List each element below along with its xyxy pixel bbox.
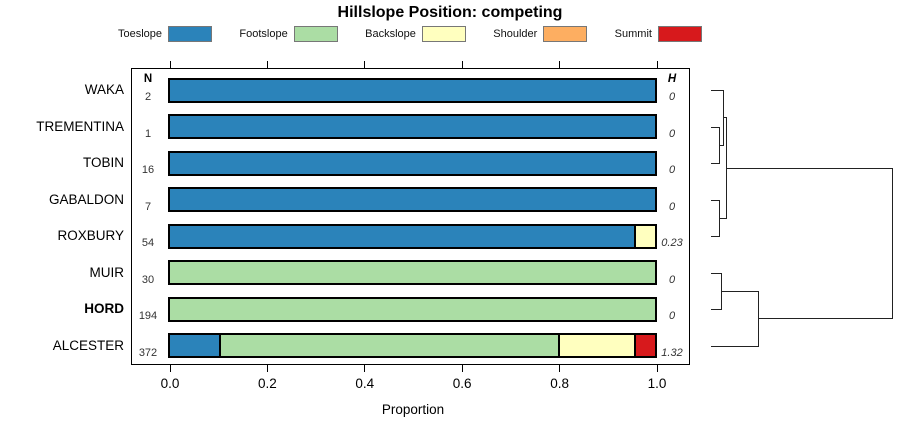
row-label: GABALDON	[48, 191, 124, 207]
bar-segment	[220, 335, 561, 356]
stacked-bar	[168, 223, 657, 249]
legend-item: Summit	[615, 26, 702, 42]
h-column-header: H	[667, 73, 677, 85]
axis-tick-top	[364, 61, 366, 68]
dendrogram-line	[725, 167, 892, 169]
dendrogram-line	[719, 217, 726, 219]
bar-segment	[170, 189, 655, 210]
h-value: 0	[668, 200, 676, 213]
n-value: 30	[141, 273, 155, 286]
bar-segment	[635, 225, 655, 247]
legend-color-swatch	[293, 26, 338, 42]
row-label: WAKA	[84, 82, 124, 97]
axis-tick-label: 0.8	[550, 376, 569, 391]
axis-tick-top	[656, 61, 658, 68]
n-value: 54	[141, 237, 155, 249]
h-value: 0	[668, 127, 676, 140]
axis-tick-top	[559, 61, 561, 68]
row-label: TREMENTINA	[36, 118, 124, 134]
axis-tick-label: 0.0	[160, 376, 180, 391]
stacked-bar	[168, 333, 657, 358]
dendrogram-line	[711, 236, 719, 237]
axis-tick-bottom	[266, 365, 268, 372]
bar-segment	[170, 335, 221, 356]
n-value: 194	[138, 310, 158, 322]
bar-segment	[170, 262, 655, 283]
legend-item: Toeslope	[118, 26, 213, 42]
axis-tick-label: 0.6	[452, 376, 472, 391]
bar-segment	[635, 335, 655, 356]
h-value: 0	[668, 310, 676, 322]
legend-color-swatch	[168, 26, 213, 42]
legend-item-label: Toeslope	[118, 28, 163, 40]
legend-item: Shoulder	[493, 26, 588, 42]
legend-item-label: Shoulder	[493, 28, 538, 40]
dendrogram-line	[711, 163, 719, 164]
axis-tick-top	[266, 61, 268, 68]
dendrogram-line	[758, 318, 892, 320]
n-value: 1	[144, 127, 152, 140]
axis-tick-bottom	[169, 365, 171, 372]
axis-tick-top	[169, 61, 171, 68]
stacked-bar	[168, 187, 657, 212]
dendrogram-line	[711, 126, 719, 128]
stacked-bar	[168, 296, 657, 322]
axis-tick-label: 0.4	[355, 376, 375, 391]
stacked-bar	[168, 114, 657, 139]
axis-tick-bottom	[559, 365, 561, 372]
bar-segment	[170, 116, 655, 137]
dendrogram-line	[723, 117, 726, 119]
n-value: 372	[138, 346, 158, 359]
dendrogram-line	[719, 144, 723, 146]
dendrogram-line	[711, 309, 721, 310]
dendrogram-line	[892, 167, 893, 320]
bar-segment	[560, 335, 636, 356]
axis-tick-bottom	[656, 365, 658, 372]
legend-item-label: Summit	[614, 28, 652, 40]
bar-segment	[170, 152, 655, 174]
axis-tick-label: 0.2	[258, 376, 277, 391]
stacked-bar	[168, 77, 657, 103]
axis-tick-bottom	[461, 365, 463, 372]
dendrogram-line	[711, 90, 723, 91]
n-value: 7	[144, 200, 152, 213]
stacked-bar	[168, 150, 657, 176]
row-label: TOBIN	[82, 155, 124, 170]
legend-item-label: Footslope	[239, 28, 288, 40]
bar-segment	[170, 298, 655, 320]
x-axis-title: Proportion	[381, 402, 445, 417]
chart-title: Hillslope Position: competing	[337, 4, 563, 21]
n-column-header: N	[143, 73, 153, 85]
legend-item-label: Backslope	[365, 28, 416, 40]
bar-segment	[170, 79, 655, 101]
h-value: 0	[668, 164, 676, 176]
legend-color-swatch	[657, 26, 702, 42]
row-label: ALCESTER	[52, 337, 124, 353]
h-value: 1.32	[661, 346, 683, 359]
n-value: 16	[141, 164, 155, 176]
h-value: 0	[668, 273, 676, 286]
legend-color-swatch	[543, 26, 588, 42]
legend-item: Footslope	[239, 26, 338, 42]
h-value: 0.23	[661, 237, 683, 249]
dendrogram-line	[711, 272, 721, 274]
dendrogram-line	[711, 199, 719, 201]
axis-tick-bottom	[364, 365, 366, 372]
n-value: 2	[144, 91, 152, 103]
row-label: HORD	[84, 301, 124, 316]
axis-tick-label: 1.0	[647, 376, 667, 391]
row-label: MUIR	[89, 264, 125, 280]
legend: Toeslope Footslope Backslope Shoulder Summit	[118, 25, 702, 43]
row-label: ROXBURY	[57, 228, 124, 243]
axis-tick-top	[461, 61, 463, 68]
dendrogram-line	[711, 345, 758, 347]
bar-segment	[170, 225, 636, 247]
dendrogram-line	[721, 290, 758, 292]
h-value: 0	[668, 91, 676, 103]
stacked-bar	[168, 260, 657, 285]
legend-item: Backslope	[365, 26, 466, 42]
legend-color-swatch	[421, 26, 466, 42]
